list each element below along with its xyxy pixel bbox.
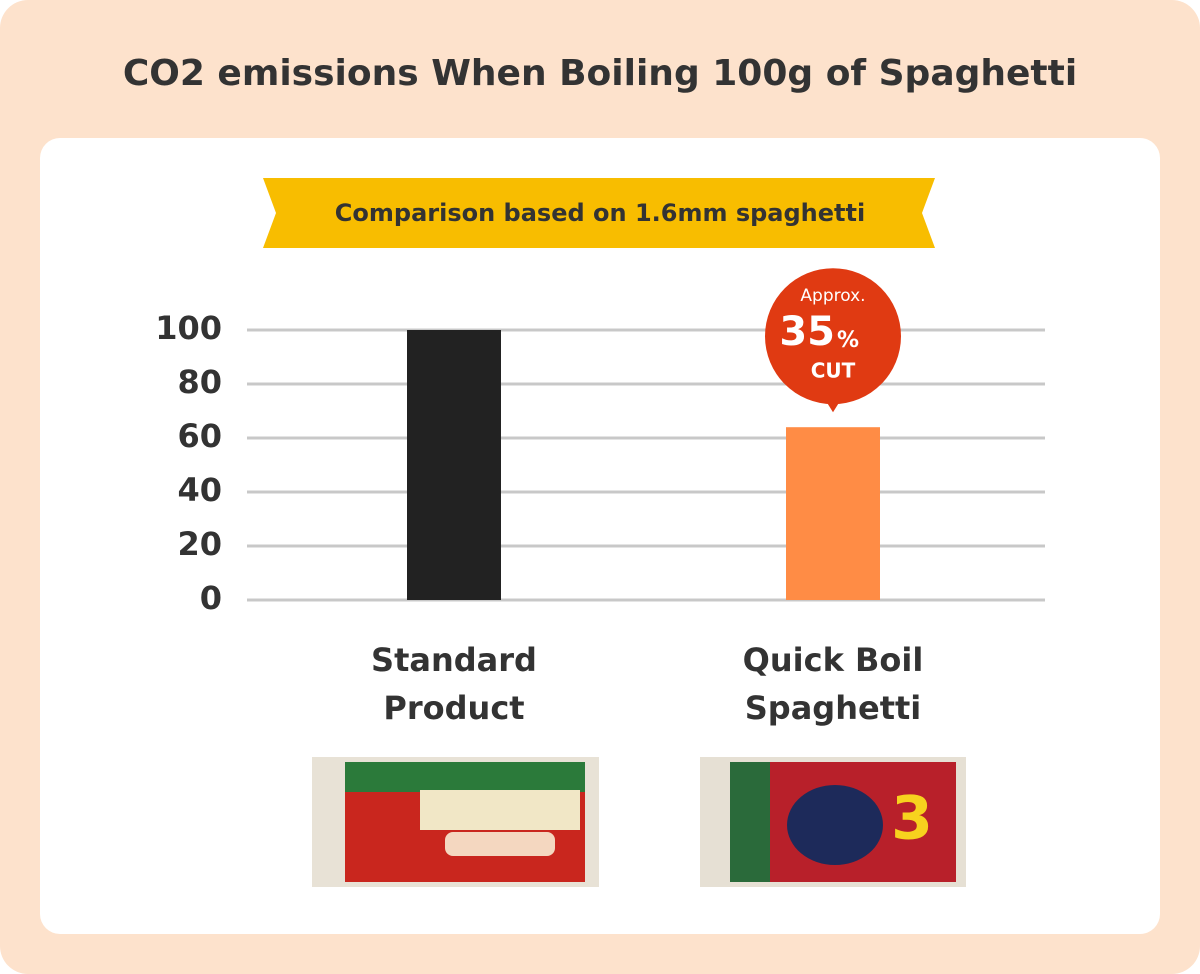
callout-text: Approx. <box>800 286 865 306</box>
callout: Approx. 35 % CUT <box>765 268 901 413</box>
y-tick-label: 40 <box>177 471 222 509</box>
product-image <box>312 757 599 887</box>
package-graphic: 3 <box>891 784 933 854</box>
bar <box>786 427 880 600</box>
y-tick-label: 20 <box>177 525 222 563</box>
chart-subtitle: Comparison based on 1.6mm spaghetti <box>335 199 865 227</box>
x-tick-label: Quick Boil Spaghetti <box>742 641 924 727</box>
ribbon <box>263 178 935 248</box>
chart-title: CO2 emissions When Boiling 100g of Spagh… <box>123 53 1077 94</box>
x-tick-label: Standard Product <box>371 641 537 727</box>
callout-unit: % <box>837 328 859 353</box>
callout-circle <box>765 268 901 405</box>
y-tick-label: 0 <box>200 579 222 617</box>
callout-text: CUT <box>811 359 856 383</box>
y-tick-label: 60 <box>177 417 222 455</box>
y-tick-label: 80 <box>177 363 222 401</box>
callout-value: 35 <box>779 309 835 355</box>
product-image: 3 <box>700 757 966 887</box>
bar <box>407 330 501 600</box>
y-tick-label: 100 <box>155 309 222 347</box>
